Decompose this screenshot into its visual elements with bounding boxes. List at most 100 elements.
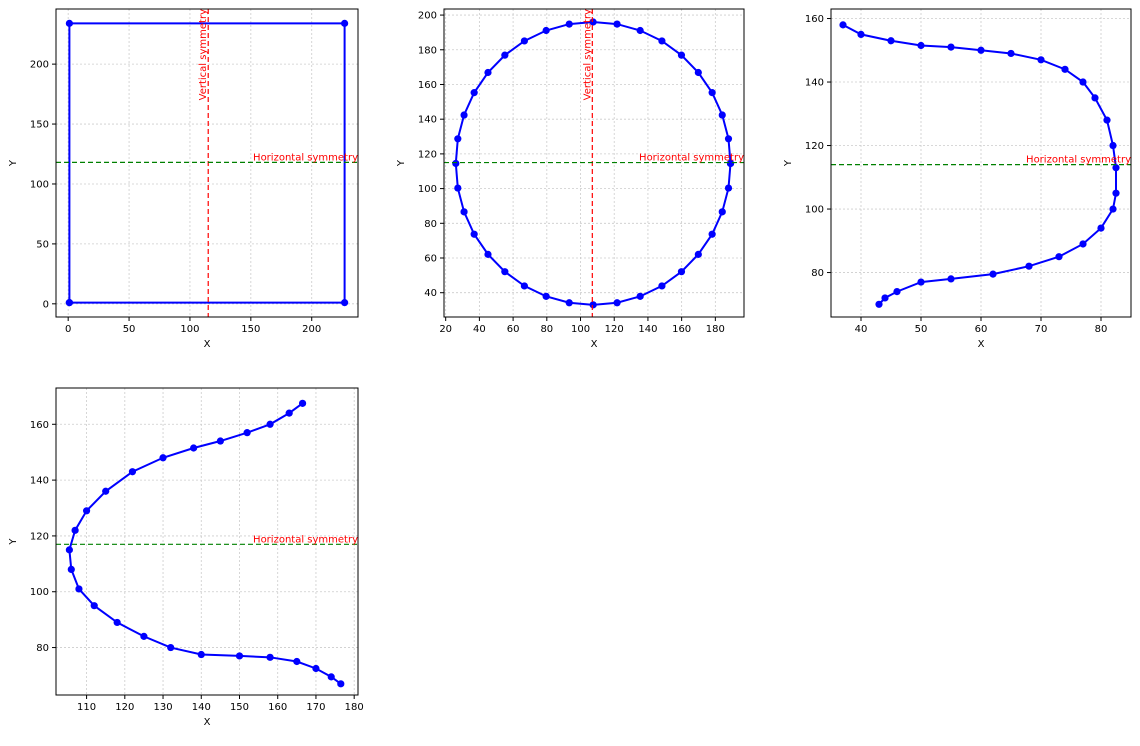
symmetry-label: Horizontal symmetry bbox=[253, 534, 358, 545]
data-point bbox=[65, 546, 73, 554]
data-point bbox=[243, 429, 251, 437]
data-point bbox=[140, 632, 148, 640]
x-tick-label: 80 bbox=[1095, 324, 1108, 335]
data-point bbox=[285, 409, 293, 417]
x-tick-label: 170 bbox=[306, 702, 325, 713]
data-point bbox=[726, 159, 735, 168]
x-tick-label: 50 bbox=[915, 324, 928, 335]
x-tick-label: 120 bbox=[605, 324, 624, 335]
axes-frame bbox=[443, 8, 745, 318]
x-tick-label: 150 bbox=[241, 324, 260, 335]
data-point bbox=[190, 444, 198, 452]
subplot: 110 120 130 140 150 160 170 180 80 100 120 140 160 X Y… bbox=[8, 387, 364, 728]
x-tick-label: 160 bbox=[672, 324, 691, 335]
y-axis-label: Y bbox=[783, 159, 794, 167]
plot-area bbox=[444, 9, 744, 317]
data-point bbox=[1007, 49, 1015, 58]
data-point bbox=[694, 250, 702, 258]
y-tick-label: 120 bbox=[30, 531, 49, 542]
data-point bbox=[1112, 189, 1120, 197]
data-point bbox=[708, 230, 716, 238]
data-point bbox=[977, 46, 985, 54]
data-point bbox=[718, 111, 726, 119]
data-point bbox=[613, 20, 621, 28]
symmetry-label: Horizontal symmetry bbox=[1026, 155, 1131, 166]
data-point bbox=[947, 43, 955, 51]
x-tick-label: 140 bbox=[638, 324, 657, 335]
plot-area bbox=[56, 9, 358, 317]
data-point bbox=[67, 565, 75, 574]
data-point bbox=[460, 208, 468, 216]
data-point bbox=[887, 37, 895, 45]
data-point bbox=[312, 664, 320, 673]
data-point bbox=[917, 278, 925, 286]
data-point bbox=[1109, 205, 1117, 213]
x-tick-label: 0 bbox=[65, 324, 71, 335]
y-tick-label: 140 bbox=[418, 115, 437, 126]
plot-area bbox=[56, 399, 358, 688]
y-axis-label: Y bbox=[8, 159, 19, 167]
data-point bbox=[677, 268, 686, 276]
data-point bbox=[542, 292, 550, 300]
x-axis-label: X bbox=[204, 339, 211, 350]
y-tick-label: 160 bbox=[418, 80, 437, 91]
x-axis-label: X bbox=[978, 339, 985, 350]
x-tick-label: 200 bbox=[302, 324, 321, 335]
data-point bbox=[636, 26, 644, 35]
data-point bbox=[658, 282, 666, 290]
symmetry-label: Horizontal symmetry bbox=[639, 153, 744, 164]
data-point bbox=[917, 41, 925, 50]
data-point bbox=[65, 19, 73, 27]
data-point bbox=[694, 68, 702, 77]
data-point bbox=[337, 680, 345, 688]
x-tick-label: 50 bbox=[123, 324, 136, 335]
data-point bbox=[75, 585, 83, 593]
y-tick-label: 100 bbox=[30, 179, 49, 190]
y-tick-label: 80 bbox=[36, 643, 49, 654]
y-tick-label: 120 bbox=[805, 141, 824, 152]
symmetry-label: Vertical symmetry bbox=[582, 9, 593, 100]
data-point bbox=[266, 420, 274, 428]
data-point bbox=[1079, 78, 1087, 86]
subplot: 40 50 60 70 80 80 100 120 140 160 X Y Horizontal sym… bbox=[783, 8, 1132, 350]
data-point bbox=[341, 299, 349, 307]
x-tick-label: 150 bbox=[230, 702, 249, 713]
x-axis-label: X bbox=[204, 717, 211, 728]
data-point bbox=[454, 184, 462, 192]
data-point bbox=[293, 657, 301, 666]
x-tick-label: 140 bbox=[192, 702, 211, 713]
data-point bbox=[452, 159, 460, 168]
data-point bbox=[71, 526, 79, 534]
data-point bbox=[708, 89, 716, 97]
data-point bbox=[565, 299, 573, 307]
data-point bbox=[718, 208, 726, 216]
data-point bbox=[113, 618, 121, 627]
data-point bbox=[881, 294, 889, 302]
data-point bbox=[857, 30, 865, 39]
data-point bbox=[327, 673, 335, 681]
data-point bbox=[484, 250, 492, 258]
x-tick-label: 80 bbox=[540, 324, 553, 335]
y-tick-label: 140 bbox=[805, 78, 824, 89]
y-tick-label: 180 bbox=[418, 45, 437, 56]
y-tick-label: 50 bbox=[36, 239, 49, 250]
y-tick-label: 200 bbox=[30, 60, 49, 71]
data-point bbox=[613, 299, 621, 307]
data-point bbox=[197, 650, 205, 659]
data-point bbox=[1109, 141, 1117, 150]
y-tick-label: 80 bbox=[424, 219, 437, 230]
data-point bbox=[298, 399, 307, 407]
data-point bbox=[102, 487, 110, 495]
y-tick-label: 200 bbox=[418, 11, 437, 22]
data-point bbox=[501, 51, 509, 59]
data-point bbox=[875, 300, 883, 308]
x-tick-label: 60 bbox=[507, 324, 520, 335]
axes-frame bbox=[55, 387, 359, 696]
data-point bbox=[167, 643, 175, 652]
data-point bbox=[520, 37, 528, 45]
data-point bbox=[501, 268, 509, 276]
data-point bbox=[90, 602, 98, 610]
data-point bbox=[989, 270, 997, 278]
data-point bbox=[1037, 56, 1045, 64]
